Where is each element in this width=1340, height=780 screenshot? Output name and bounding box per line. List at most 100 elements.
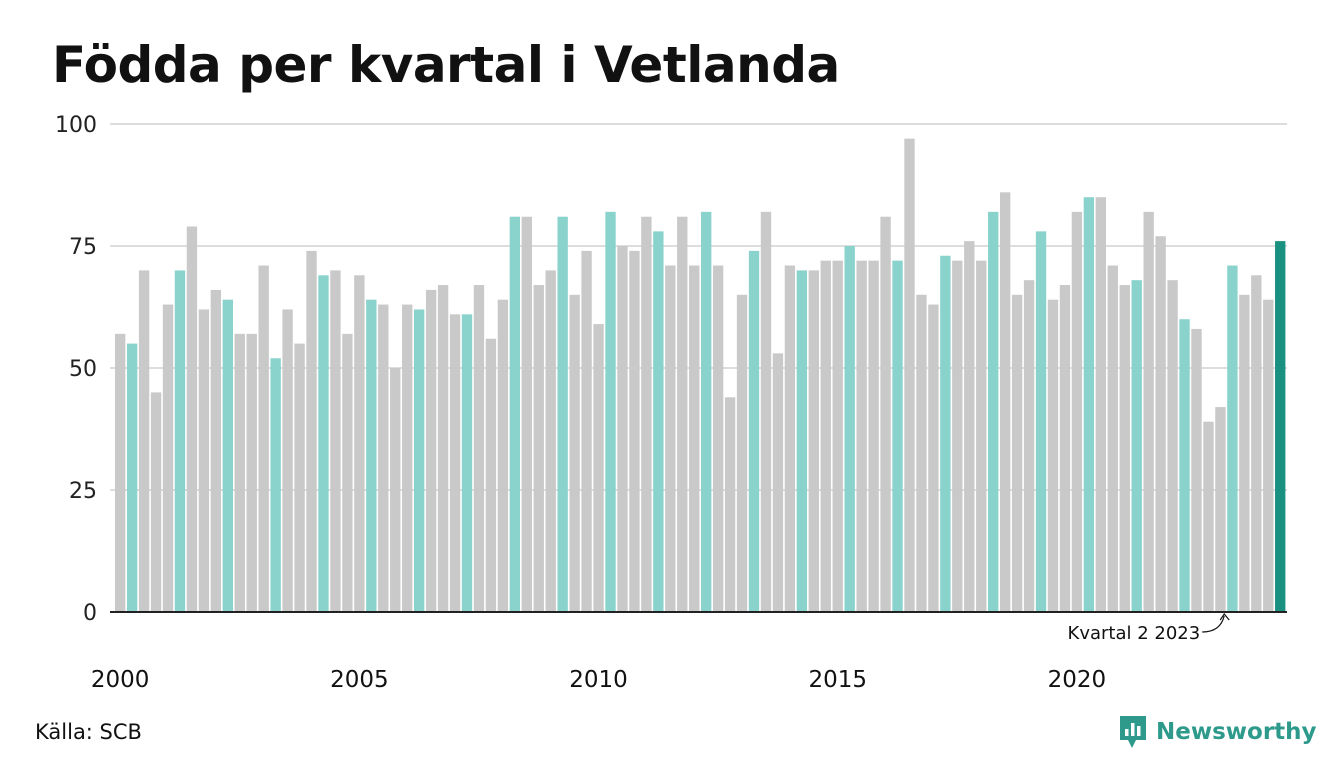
bar <box>210 289 222 612</box>
bar <box>772 353 784 612</box>
chart-title: Födda per kvartal i Vetlanda <box>52 36 840 94</box>
bar <box>461 314 473 612</box>
bar <box>1071 211 1083 612</box>
bar <box>844 246 855 612</box>
bar <box>988 211 999 612</box>
bar <box>198 309 210 612</box>
bar <box>306 250 317 612</box>
bar <box>342 333 353 612</box>
bar <box>641 216 652 612</box>
bar <box>999 192 1011 612</box>
annotation-arrowhead <box>1219 612 1230 621</box>
bar <box>1059 285 1071 612</box>
bar <box>665 265 676 612</box>
y-tick-label: 100 <box>55 113 97 138</box>
bar <box>509 216 521 612</box>
bar <box>916 294 927 612</box>
bar <box>952 260 963 612</box>
bar <box>1095 197 1107 612</box>
bar <box>892 260 903 612</box>
bar <box>964 241 975 612</box>
bar <box>174 270 186 612</box>
bar <box>569 294 580 612</box>
bar <box>593 324 604 612</box>
bar <box>557 216 568 612</box>
bar <box>832 260 843 612</box>
x-tick-label: 2005 <box>330 667 389 693</box>
bar <box>390 368 401 612</box>
x-tick-label: 2020 <box>1048 667 1107 693</box>
bar <box>724 397 736 612</box>
bar <box>1011 294 1023 612</box>
y-tick-label: 25 <box>69 479 97 504</box>
bar <box>748 250 760 612</box>
bar <box>940 255 951 612</box>
bar <box>1215 407 1226 612</box>
bar <box>545 270 556 612</box>
bar <box>378 304 389 612</box>
bar <box>1131 280 1142 612</box>
bar <box>234 333 245 612</box>
bar <box>736 294 748 612</box>
bar-chart: 0 25 50 75 100 2000 2005 2010 2015 2020 Kvartal 2 … <box>55 113 1287 693</box>
bar <box>402 304 413 612</box>
bar <box>138 270 150 612</box>
annotation-label: Kvartal 2 2023 <box>1068 623 1201 644</box>
bar <box>701 211 712 612</box>
bar <box>629 250 640 612</box>
bar <box>1107 265 1118 612</box>
bar <box>784 265 796 612</box>
bar <box>437 285 449 612</box>
bar <box>904 138 915 612</box>
bar <box>126 343 138 612</box>
bar <box>605 211 616 612</box>
bar <box>856 260 867 612</box>
x-tick-label: 2000 <box>91 667 150 693</box>
bar <box>258 265 269 612</box>
bar <box>796 270 808 612</box>
bar <box>1155 236 1166 613</box>
bar <box>473 285 485 612</box>
bar <box>1239 294 1250 612</box>
bar <box>1263 299 1274 612</box>
bar <box>653 231 664 613</box>
bar <box>115 333 126 612</box>
bar <box>354 275 365 612</box>
bar <box>150 392 162 612</box>
bar <box>1227 265 1238 612</box>
bar <box>868 260 879 612</box>
bar <box>222 299 233 612</box>
bar <box>533 285 544 612</box>
bar <box>880 216 891 612</box>
bar <box>1275 241 1286 612</box>
bar <box>270 358 281 612</box>
y-tick-label: 50 <box>69 357 97 382</box>
bar <box>318 275 329 612</box>
bar <box>485 338 497 612</box>
bar <box>712 265 724 612</box>
y-tick-label: 0 <box>83 601 97 626</box>
bar <box>689 265 700 612</box>
bar <box>162 304 174 612</box>
bar <box>928 304 939 612</box>
bar <box>1191 328 1202 612</box>
bar <box>521 216 532 612</box>
bar <box>1167 280 1178 612</box>
bar <box>677 216 688 612</box>
bar <box>1143 211 1154 612</box>
x-tick-label: 2015 <box>808 667 867 693</box>
bar <box>1083 197 1095 612</box>
bar <box>449 314 461 612</box>
bar <box>808 270 819 612</box>
bar <box>413 309 425 612</box>
source-label: Källa: SCB <box>35 720 142 744</box>
bar <box>497 299 509 612</box>
bar <box>330 270 341 612</box>
bar <box>1023 280 1035 612</box>
bar <box>294 343 305 612</box>
brand-name: Newsworthy <box>1156 719 1317 745</box>
bar <box>246 333 257 612</box>
bar <box>581 250 592 612</box>
bar <box>976 260 987 612</box>
bar <box>366 299 377 612</box>
